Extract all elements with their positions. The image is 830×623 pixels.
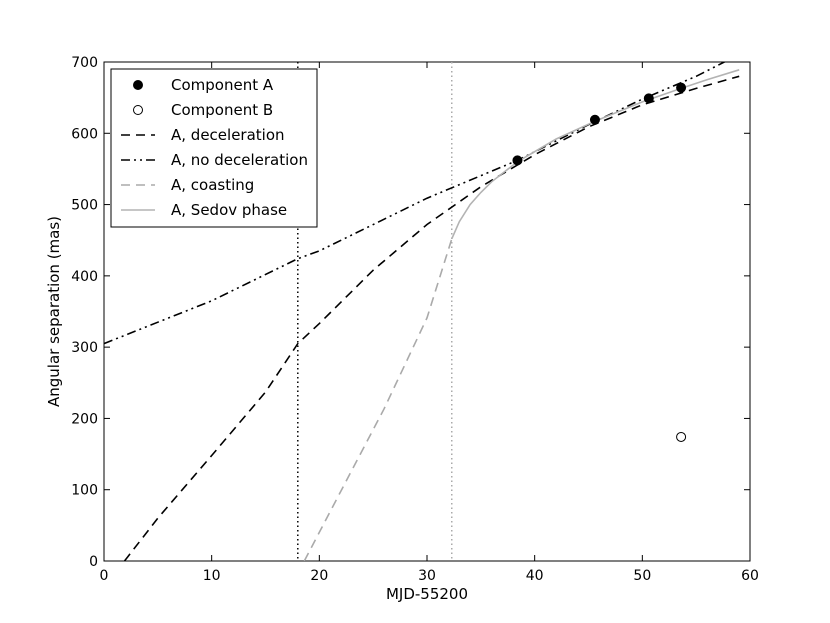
legend-label: Component B — [171, 101, 273, 119]
x-tick-label: 40 — [526, 568, 544, 584]
x-tick-label: 60 — [741, 568, 759, 584]
legend-label: A, deceleration — [171, 126, 285, 144]
y-tick-label: 500 — [71, 198, 98, 214]
y-tick-label: 0 — [89, 554, 98, 570]
x-axis-title: MJD-55200 — [386, 585, 468, 603]
x-tick-label: 0 — [100, 568, 109, 584]
y-tick-label: 100 — [71, 483, 98, 499]
y-tick-label: 700 — [71, 55, 98, 71]
y-tick-label: 300 — [71, 340, 98, 356]
legend-label: A, Sedov phase — [171, 201, 287, 219]
x-tick-label: 20 — [310, 568, 328, 584]
x-tick-label: 30 — [418, 568, 436, 584]
x-tick-label: 50 — [633, 568, 651, 584]
series-line — [104, 62, 727, 345]
legend-label: A, no deceleration — [171, 151, 308, 169]
legend-label: Component A — [171, 76, 274, 94]
legend-marker — [133, 105, 143, 115]
legend-box — [110, 68, 318, 228]
y-tick-label: 400 — [71, 269, 98, 285]
data-point — [643, 93, 654, 104]
data-point — [589, 114, 600, 125]
series-line — [303, 238, 453, 561]
y-axis-title: Angular separation (mas) — [45, 216, 63, 407]
legend: Component A Component B A, deceleration A, … — [110, 68, 318, 228]
series-line — [123, 75, 740, 561]
legend-marker — [133, 80, 143, 90]
y-tick-label: 600 — [71, 126, 98, 142]
series-points — [512, 82, 687, 442]
x-tick-label: 10 — [203, 568, 221, 584]
data-point — [676, 431, 687, 442]
series-lines — [104, 62, 740, 561]
data-point — [676, 82, 687, 93]
legend-label: A, coasting — [171, 176, 254, 194]
data-point — [512, 155, 523, 166]
y-tick-label: 200 — [71, 411, 98, 427]
